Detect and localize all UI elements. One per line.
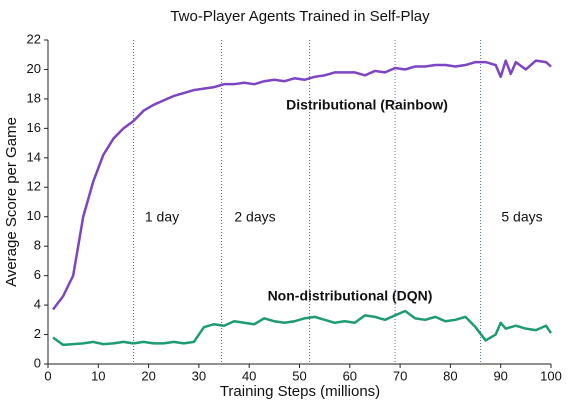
- chart-title: Two-Player Agents Trained in Self-Play: [170, 8, 430, 25]
- x-tick-label: 100: [540, 368, 562, 383]
- series-label: Distributional (Rainbow): [286, 97, 448, 113]
- y-tick-label: 4: [34, 297, 41, 312]
- x-tick-label: 20: [141, 368, 155, 383]
- annotation: 1 day: [145, 209, 179, 225]
- y-tick-label: 8: [34, 238, 41, 253]
- annotation: 5 days: [501, 209, 542, 225]
- x-tick-label: 30: [192, 368, 206, 383]
- series-label: Non-distributional (DQN): [268, 288, 433, 304]
- x-tick-label: 80: [443, 368, 457, 383]
- series-line: [52, 309, 553, 347]
- y-tick-label: 16: [27, 120, 41, 135]
- x-tick-label: 90: [493, 368, 507, 383]
- y-tick-label: 6: [34, 267, 41, 282]
- x-tick-label: 60: [343, 368, 357, 383]
- series-line: [52, 59, 552, 311]
- y-tick-label: 20: [27, 61, 41, 76]
- x-tick-label: 70: [393, 368, 407, 383]
- y-tick-label: 0: [34, 355, 41, 370]
- y-tick-label: 2: [34, 326, 41, 341]
- x-tick-label: 40: [242, 368, 256, 383]
- annotation: 2 days: [234, 209, 275, 225]
- x-axis-label: Training Steps (millions): [220, 383, 380, 400]
- y-tick-label: 22: [27, 31, 41, 46]
- x-tick-label: 0: [44, 368, 51, 383]
- x-tick-label: 10: [91, 368, 105, 383]
- x-tick-label: 50: [292, 368, 306, 383]
- y-tick-label: 12: [27, 179, 41, 194]
- y-tick-label: 10: [27, 208, 41, 223]
- y-tick-label: 18: [27, 90, 41, 105]
- y-tick-label: 14: [27, 149, 41, 164]
- y-axis-label: Average Score per Game: [3, 117, 20, 287]
